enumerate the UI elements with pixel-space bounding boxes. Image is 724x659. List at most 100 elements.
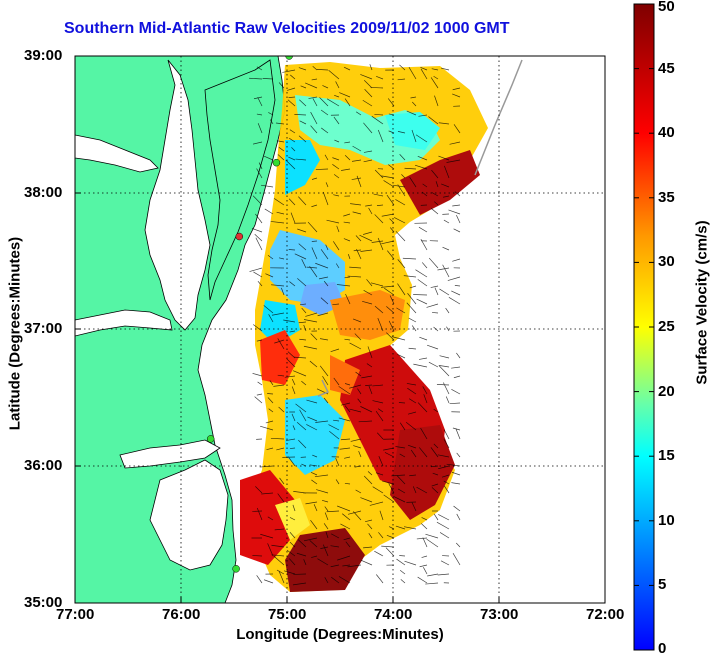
velocity-vector — [354, 333, 362, 341]
velocity-vector — [443, 219, 450, 224]
velocity-vector — [451, 389, 461, 395]
velocity-vector — [303, 324, 307, 332]
velocity-vector — [350, 203, 362, 206]
velocity-vector — [413, 363, 428, 368]
velocity-vector — [444, 165, 450, 179]
velocity-vector — [376, 432, 384, 440]
radar-stations — [206, 56, 293, 573]
velocity-vector — [338, 576, 351, 584]
velocity-vector — [416, 298, 428, 305]
velocity-vector — [395, 231, 406, 242]
velocity-vector — [349, 342, 362, 350]
velocity-vector — [407, 444, 417, 449]
velocity-vector — [368, 207, 373, 215]
velocity-vector — [387, 98, 395, 107]
velocity-vector — [418, 357, 428, 360]
velocity-vector — [274, 198, 285, 206]
velocity-vector — [288, 156, 296, 161]
velocity-vector — [268, 314, 274, 323]
velocity-vector — [252, 555, 263, 557]
velocity-vector — [372, 384, 384, 387]
velocity-vector — [375, 410, 384, 422]
velocity-vector — [306, 424, 318, 431]
velocity-vector — [325, 244, 329, 251]
velocity-vector — [408, 398, 417, 404]
velocity-vector — [289, 281, 296, 287]
velocity-vector — [381, 240, 395, 245]
velocity-vector — [383, 447, 395, 451]
velocity-vector — [389, 218, 395, 224]
velocity-vector — [441, 183, 450, 188]
velocity-vector — [343, 238, 351, 242]
velocity-vectors — [249, 64, 461, 586]
station-marker — [206, 435, 215, 443]
velocity-vector — [279, 477, 285, 485]
pamlico-sound — [149, 459, 229, 571]
velocity-vector — [276, 140, 285, 143]
velocity-vector — [437, 454, 450, 458]
velocity-vector — [360, 406, 373, 413]
velocity-vector — [452, 258, 461, 262]
velocity-vector — [365, 519, 373, 523]
axis-ticks — [75, 192, 500, 603]
potomac-river — [75, 134, 159, 173]
colorbar-tick-label: 20 — [658, 382, 675, 400]
velocity-vector — [307, 416, 318, 422]
velocity-vector — [415, 269, 428, 278]
velocity-vector — [334, 139, 340, 143]
x-tick-label: 73:00 — [480, 606, 519, 623]
velocity-vector — [331, 533, 340, 539]
velocity-vector — [409, 176, 417, 188]
velocity-vector — [291, 413, 296, 422]
velocity-vector — [396, 475, 406, 485]
velocity-vector — [335, 81, 340, 89]
velocity-vector — [286, 358, 296, 368]
velocity-vector — [332, 157, 340, 161]
velocity-vector — [298, 321, 307, 324]
velocity-vector — [374, 305, 384, 314]
velocity-vector — [381, 213, 395, 217]
velocity-vector — [391, 336, 406, 341]
velocity-vector — [454, 285, 461, 287]
velocity-vector — [324, 577, 329, 584]
velocity-vector — [426, 538, 439, 548]
velocity-vector — [290, 212, 296, 224]
velocity-vector — [363, 122, 373, 134]
velocity-vector — [443, 480, 450, 485]
velocity-vector — [355, 111, 362, 116]
y-tick-label: 36:00 — [24, 457, 63, 474]
velocity-vector — [438, 465, 450, 470]
velocity-vector — [386, 306, 395, 314]
velocity-vector — [421, 523, 428, 530]
velocity-vector — [305, 82, 318, 89]
velocity-vector — [337, 555, 351, 561]
velocity-vector — [406, 302, 417, 314]
velocity-vector — [257, 97, 263, 107]
velocity-vector — [268, 408, 274, 413]
velocity-vector — [347, 275, 362, 278]
velocity-vector — [287, 87, 296, 91]
velocity-vector — [448, 209, 461, 215]
velocity-vector — [269, 380, 274, 386]
velocity-vector — [349, 408, 362, 413]
velocity-vector — [408, 67, 417, 80]
velocity-vector — [380, 285, 395, 288]
velocity-vector — [252, 195, 263, 206]
x-axis-label: Longitude (Degrees:Minutes) — [236, 626, 444, 643]
velocity-vector — [322, 85, 329, 89]
velocity-vector — [257, 123, 263, 134]
colorbar-tick-label: 15 — [658, 447, 675, 465]
velocity-vector — [326, 98, 340, 107]
velocity-vector — [253, 324, 263, 332]
velocity-vector — [394, 217, 406, 224]
velocity-vector — [363, 150, 373, 153]
velocity-vector — [431, 169, 439, 179]
velocity-vector — [315, 168, 329, 170]
velocity-vector — [430, 208, 439, 215]
colorbar-ticks — [634, 3, 654, 651]
velocity-vector — [383, 180, 395, 188]
velocity-vector — [357, 398, 362, 404]
velocity-vector — [320, 109, 329, 116]
velocity-vector — [365, 204, 373, 207]
velocity-vector — [301, 307, 307, 314]
